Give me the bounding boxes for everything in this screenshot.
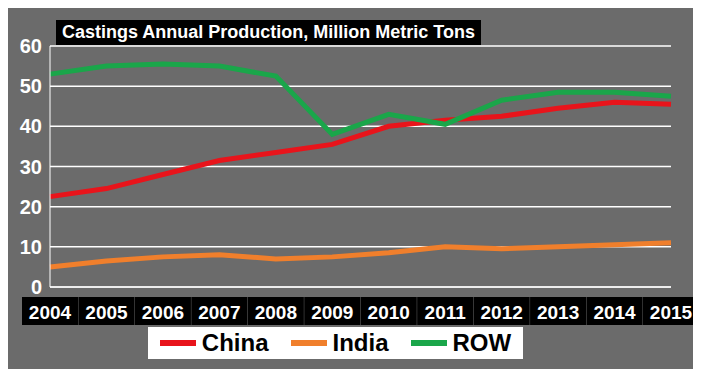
svg-text:2004: 2004 [29,302,72,323]
svg-text:0: 0 [31,276,42,298]
svg-text:2012: 2012 [480,302,522,323]
svg-text:2010: 2010 [368,302,410,323]
svg-text:2011: 2011 [425,302,467,323]
svg-text:2014: 2014 [593,302,636,323]
svg-text:30: 30 [20,156,42,178]
svg-text:50: 50 [20,75,42,97]
svg-text:10: 10 [20,236,42,258]
svg-text:2007: 2007 [198,302,240,323]
svg-text:2008: 2008 [255,302,297,323]
svg-text:20: 20 [20,196,42,218]
svg-text:2013: 2013 [537,302,579,323]
svg-text:40: 40 [20,115,42,137]
html-text:India: India [332,329,389,356]
html-text:ROW: ROW [452,329,512,356]
svg-text:2009: 2009 [311,302,353,323]
svg-text:60: 60 [20,35,42,57]
html-text:China: China [201,329,269,356]
html-text:Castings Annual Production, Mi: Castings Annual Production, Million Metr… [62,22,475,42]
svg-text:2015: 2015 [650,302,693,323]
svg-text:2006: 2006 [142,302,184,323]
svg-text:2005: 2005 [85,302,128,323]
